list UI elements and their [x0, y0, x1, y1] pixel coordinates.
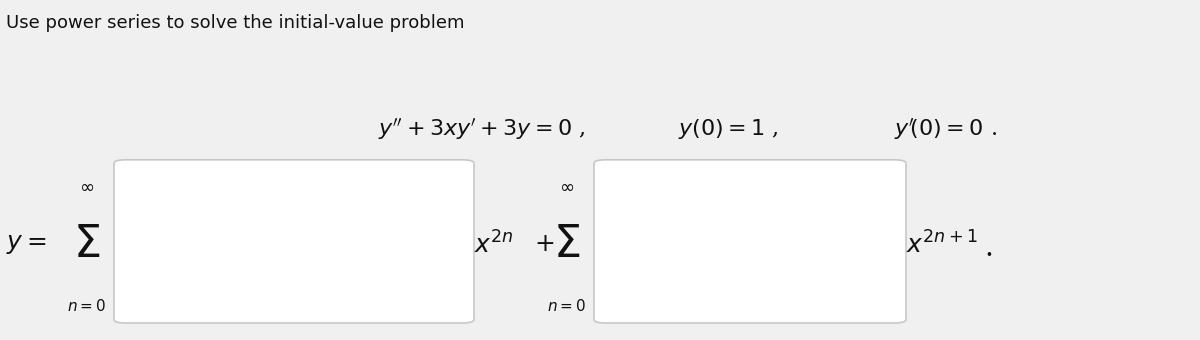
Text: $n{=}0$: $n{=}0$ — [547, 298, 586, 314]
Text: .: . — [984, 235, 992, 262]
Text: Use power series to solve the initial-value problem: Use power series to solve the initial-va… — [6, 14, 464, 32]
Text: $+$: $+$ — [534, 233, 554, 256]
Text: $x^{2n}$: $x^{2n}$ — [474, 231, 514, 258]
Text: $y'\!(0) = 0$ .: $y'\!(0) = 0$ . — [894, 116, 997, 142]
FancyBboxPatch shape — [114, 160, 474, 323]
Text: $n{=}0$: $n{=}0$ — [67, 298, 106, 314]
FancyBboxPatch shape — [594, 160, 906, 323]
Text: $\infty$: $\infty$ — [79, 178, 94, 196]
Text: $y(0) = 1$ ,: $y(0) = 1$ , — [678, 117, 779, 141]
Text: $\infty$: $\infty$ — [559, 178, 574, 196]
Text: $\Sigma$: $\Sigma$ — [553, 223, 580, 266]
Text: $y'' + 3xy' + 3y = 0$ ,: $y'' + 3xy' + 3y = 0$ , — [378, 116, 586, 142]
Text: $y = $: $y = $ — [6, 233, 47, 256]
Text: $x^{2n+1}$: $x^{2n+1}$ — [906, 231, 978, 258]
Text: $\Sigma$: $\Sigma$ — [73, 223, 100, 266]
